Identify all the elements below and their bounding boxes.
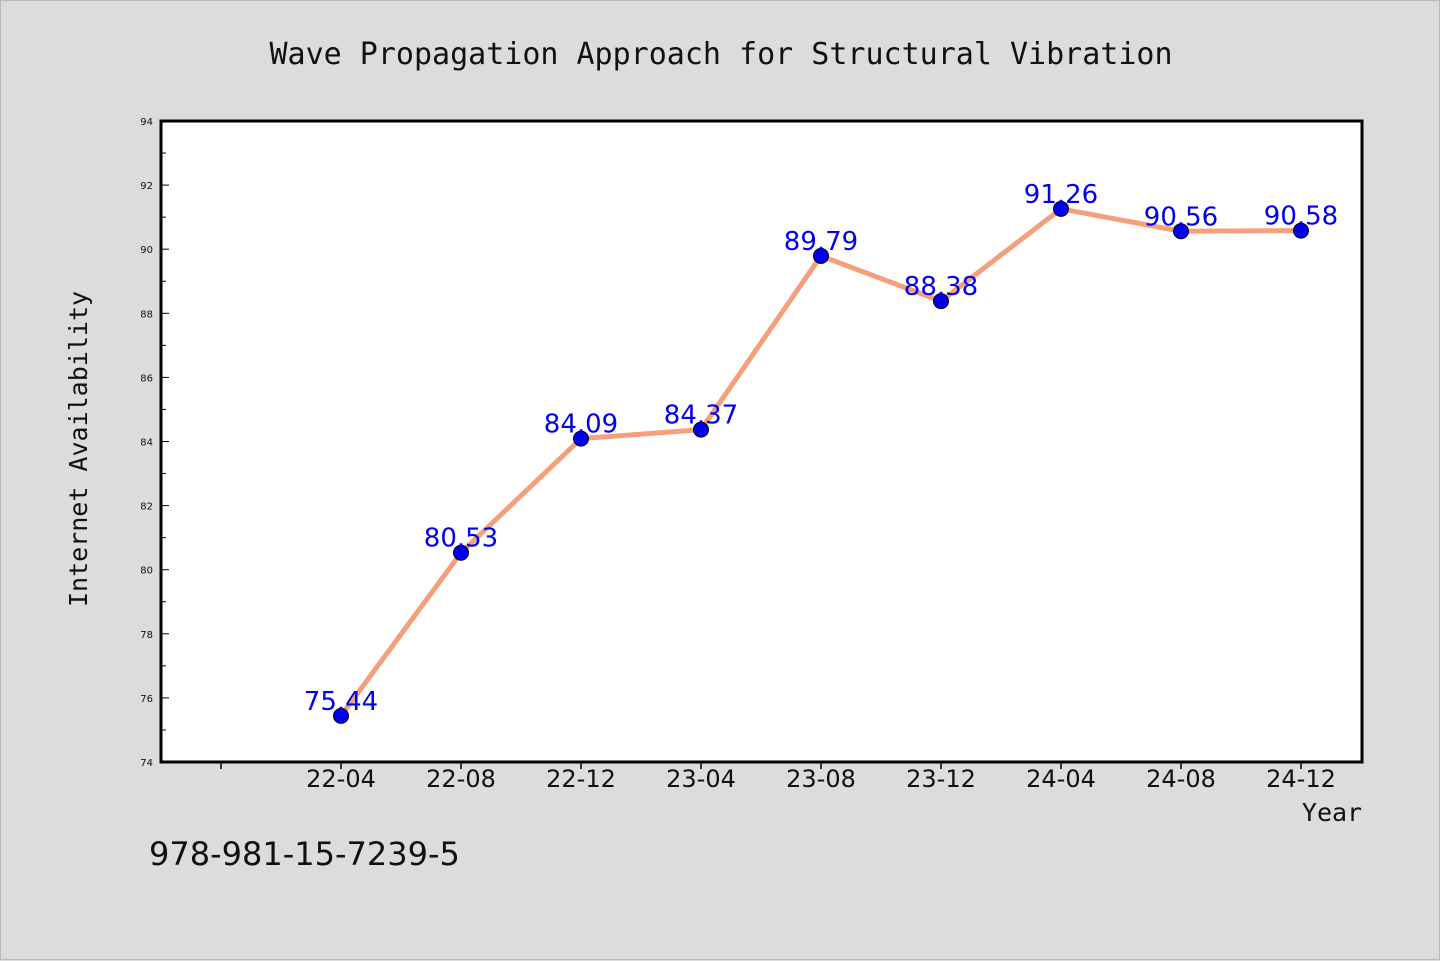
data-point [933,293,949,310]
data-label: 80.53 [424,524,498,554]
x-axis-label: Year [1302,798,1362,827]
chart-title: Wave Propagation Approach for Structural… [269,37,1172,72]
x-tick-label: 23-04 [666,765,736,793]
data-point [693,421,709,438]
data-label: 75.44 [304,687,378,717]
data-point [813,247,829,264]
y-axis: 74 76 78 80 82 84 86 88 90 92 94 [140,117,169,769]
data-point [453,544,469,561]
y-tick-label: 88 [140,309,153,320]
data-point [1173,223,1189,240]
x-tick-label: 22-04 [306,765,376,793]
data-label: 84.09 [544,410,618,440]
x-axis: 22-04 22-08 22-12 23-04 23-08 23-12 24-04 24-08… [220,762,1336,793]
y-tick-label: 80 [140,566,153,577]
y-tick-label: 92 [140,181,153,192]
y-tick-label: 78 [140,630,153,641]
data-label: 91.26 [1024,180,1098,210]
x-tick-label: 24-08 [1146,765,1216,793]
data-point [333,707,349,724]
y-tick-label: 76 [140,694,153,705]
y-tick-label: 74 [140,758,153,769]
x-tick-label: 23-08 [786,765,856,793]
x-tick-label: 22-08 [426,765,496,793]
data-point [1053,200,1069,217]
data-label: 89.79 [784,227,858,257]
data-label: 84.37 [664,401,738,431]
y-tick-label: 82 [140,502,153,513]
x-tick-label: 24-12 [1266,765,1336,793]
isbn-text: 978-981-15-7239-5 [149,835,460,873]
x-tick-label: 22-12 [546,765,616,793]
series-line-group: 75.44 80.53 84.09 84.37 89.79 88.38 91.26 90.56… [304,180,1338,724]
y-tick-label: 94 [140,117,153,128]
data-point [573,430,589,447]
x-tick-label: 24-04 [1026,765,1096,793]
y-tick-label: 90 [140,245,153,256]
data-label: 88.38 [904,272,978,302]
data-label: 90.56 [1144,202,1218,232]
y-tick-label: 84 [140,438,153,449]
data-point [1293,222,1309,239]
y-axis-label: Internet Availability [64,291,93,607]
x-tick-label: 23-12 [906,765,976,793]
y-tick-label: 86 [140,373,153,384]
data-label: 90.58 [1264,202,1338,232]
